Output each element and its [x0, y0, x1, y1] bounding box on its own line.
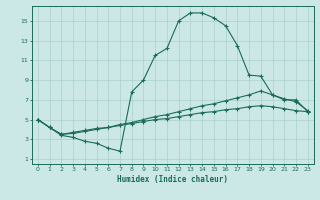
- X-axis label: Humidex (Indice chaleur): Humidex (Indice chaleur): [117, 175, 228, 184]
